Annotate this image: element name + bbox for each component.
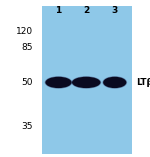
Text: 35: 35	[21, 122, 33, 131]
Text: 120: 120	[16, 27, 33, 36]
Ellipse shape	[45, 77, 72, 88]
Text: 50: 50	[21, 78, 33, 87]
Ellipse shape	[71, 76, 101, 89]
FancyBboxPatch shape	[42, 6, 132, 154]
Ellipse shape	[45, 76, 72, 89]
Text: 85: 85	[21, 43, 33, 52]
Ellipse shape	[102, 76, 127, 89]
Ellipse shape	[103, 77, 126, 88]
Text: 2: 2	[83, 6, 89, 15]
Text: 3: 3	[112, 6, 118, 15]
Text: 1: 1	[55, 6, 62, 15]
Text: LTβR: LTβR	[136, 78, 150, 87]
Ellipse shape	[72, 77, 100, 88]
